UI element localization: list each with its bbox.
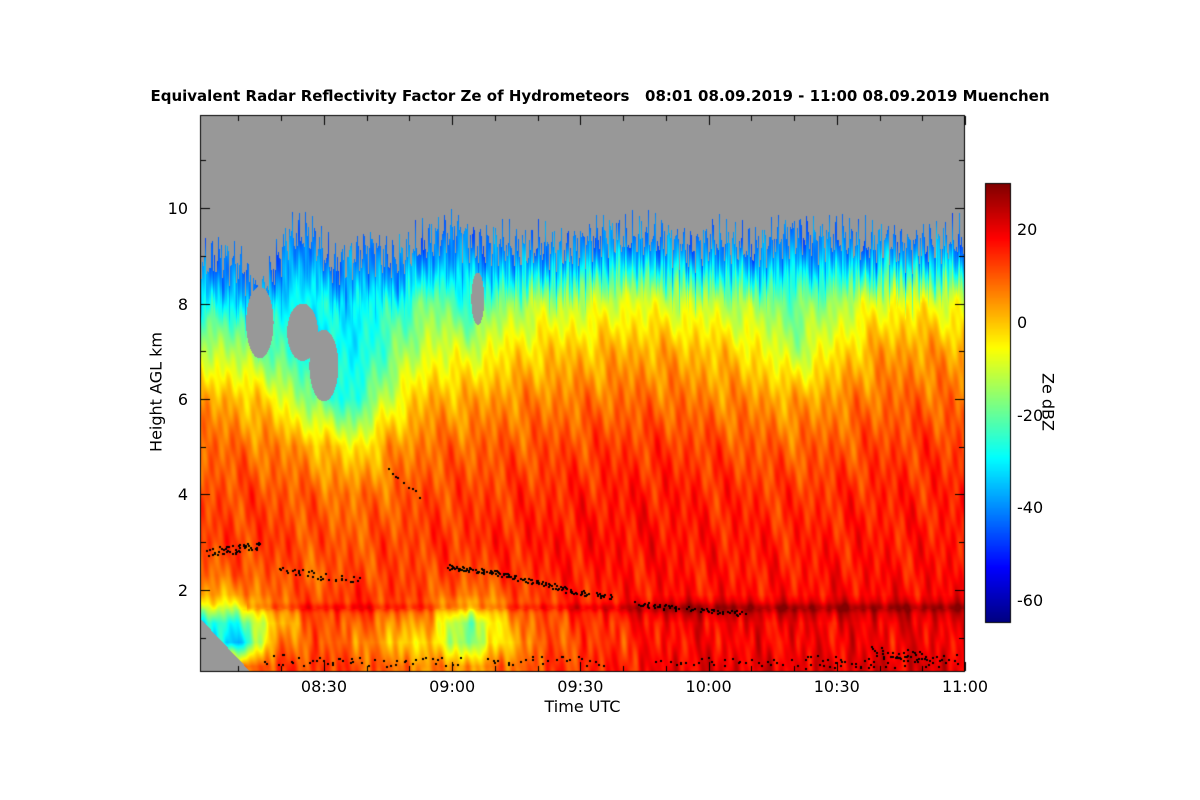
y-tick-label: 2 xyxy=(177,580,188,600)
colorbar-tick-label: 0 xyxy=(1017,312,1028,332)
x-tick-label: 11:00 xyxy=(941,677,989,696)
y-tick-label: 6 xyxy=(177,389,188,409)
chart-title: Equivalent Radar Reflectivity Factor Ze … xyxy=(150,87,1050,105)
colorbar-tick-label: -60 xyxy=(1017,590,1044,610)
y-tick-label: 4 xyxy=(177,485,188,505)
x-axis-label: Time UTC xyxy=(544,697,621,716)
colorbar-tick-label: -40 xyxy=(1017,498,1044,518)
x-tick-label: 09:30 xyxy=(557,677,604,696)
colorbar-tick-label: -20 xyxy=(1017,405,1044,425)
x-tick-label: 08:30 xyxy=(300,677,347,696)
x-tick-label: 09:00 xyxy=(429,677,476,696)
y-tick-label: 8 xyxy=(177,294,188,314)
y-tick-label: 10 xyxy=(167,199,188,219)
colorbar-tick-label: 20 xyxy=(1017,220,1038,240)
x-tick-label: 10:30 xyxy=(813,677,860,696)
x-tick-label: 10:00 xyxy=(685,677,732,696)
